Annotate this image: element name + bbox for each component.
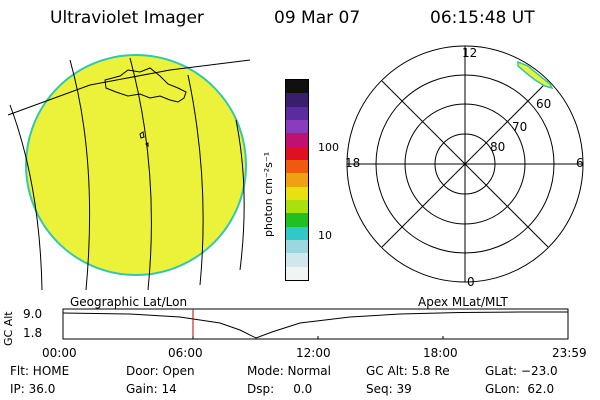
colorbar-segment [286, 266, 308, 280]
colorbar-segment [286, 213, 308, 227]
time-tick-0600: 06:00 [168, 346, 203, 360]
polar-mlt-6: 6 [576, 156, 584, 170]
polar-mlt-12: 12 [462, 46, 478, 60]
status-gain: Gain: 14 [126, 382, 177, 396]
colorbar-unit-label: photon cm⁻²s⁻¹ [262, 151, 275, 237]
geographic-latlon-label: Geographic Lat/Lon [70, 295, 188, 309]
colorbar [285, 79, 309, 281]
observation-time: 06:15:48 UT [430, 8, 535, 28]
altitude-tick-9: 9.0 [23, 307, 43, 321]
colorbar-segment [286, 106, 308, 120]
instrument-title: Ultraviolet Imager [50, 8, 204, 28]
earth-disk [25, 54, 247, 276]
status-dsp: Dsp: 0.0 [247, 382, 313, 396]
latitude-line [7, 59, 251, 116]
time-tick-1200: 12:00 [296, 346, 331, 360]
polar-lat-70: 70 [512, 120, 528, 134]
colorbar-segment [286, 253, 308, 267]
colorbar-segment [286, 159, 308, 174]
coastline [104, 67, 187, 148]
altitude-axis-label: GC Alt [2, 311, 15, 346]
geographic-image [7, 54, 251, 290]
polar-lat-80: 80 [490, 140, 506, 154]
aurora-patch [517, 60, 554, 90]
colorbar-tick-10: 10 [318, 229, 332, 242]
observation-date: 09 Mar 07 [274, 8, 361, 28]
colorbar-segment [286, 186, 308, 200]
altitude-strip-plot [62, 308, 569, 340]
polar-plot [346, 45, 584, 283]
time-tick-2359: 23:59 [552, 346, 587, 360]
colorbar-segment [286, 199, 308, 214]
altitude-strip-frame [62, 308, 569, 340]
status-mode: Mode: Normal [247, 364, 331, 378]
colorbar-segment [286, 93, 308, 107]
status-glat: GLat: −23.0 [485, 364, 558, 378]
polar-mlt-0: 0 [467, 275, 475, 289]
status-glon: GLon: 62.0 [485, 382, 555, 396]
polar-lat-60: 60 [536, 97, 552, 111]
time-tick-1800: 18:00 [423, 346, 458, 360]
status-gc-alt: GC Alt: 5.8 Re [366, 364, 450, 378]
colorbar-segment [286, 173, 308, 187]
colorbar-segment [286, 80, 308, 94]
polar-diagonal-2 [381, 80, 549, 248]
longitude-lines [9, 57, 245, 290]
apex-mlat-mlt-label: Apex MLat/MLT [418, 295, 508, 309]
status-seq: Seq: 39 [366, 382, 412, 396]
time-tick-0000: 00:00 [42, 346, 77, 360]
altitude-tick-1-8: 1.8 [23, 326, 43, 340]
status-ip: IP: 36.0 [10, 382, 56, 396]
colorbar-segment [286, 146, 308, 160]
colorbar-segment [286, 226, 308, 240]
altitude-curve [62, 311, 568, 339]
colorbar-tick-100: 100 [318, 141, 339, 154]
polar-mlt-18: 18 [345, 156, 361, 170]
status-flt: Flt: HOME [10, 364, 70, 378]
colorbar-segment [286, 239, 308, 254]
status-door: Door: Open [126, 364, 195, 378]
colorbar-segment [286, 133, 308, 147]
colorbar-segment [286, 119, 308, 134]
